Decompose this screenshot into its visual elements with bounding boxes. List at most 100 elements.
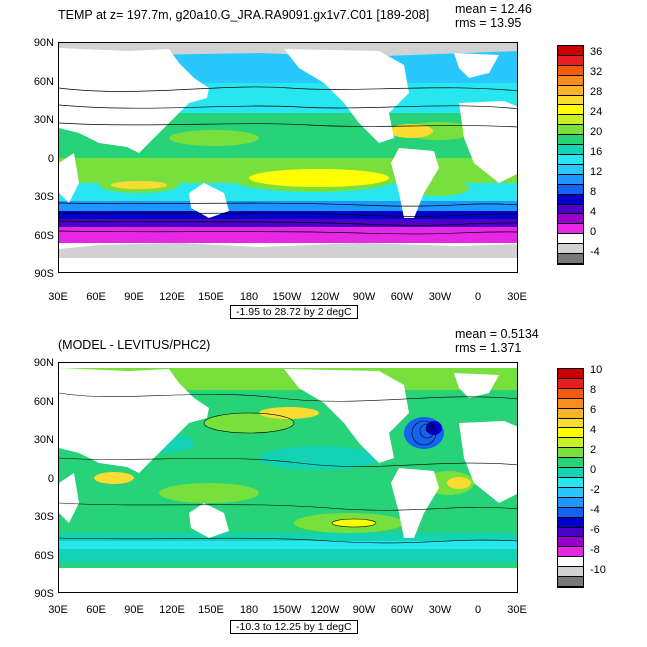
colorbar-segment [558,507,583,518]
colorbar-segment [558,458,583,469]
lon-label: 30E [48,604,68,616]
difference-panel: (MODEL - LEVITUS/PHC2) mean = 0.5134 rms… [0,320,647,647]
colorbar-segment [558,214,583,225]
lon-label: 120E [159,604,185,616]
colorbar-segment [558,418,583,429]
colorbar-label: 28 [590,86,603,98]
mean-stat: mean = 12.46 rms = 13.95 [455,2,532,30]
colorbar-segment [558,65,583,76]
colorbar-segment [558,154,583,165]
lon-label: 120W [310,604,340,616]
colorbar-segment [558,428,583,439]
colorbar-label: 24 [590,106,603,118]
lon-label: 90W [352,291,376,303]
difference-map [58,362,518,593]
lon-label: 60E [86,604,106,616]
colorbar-label: 8 [590,384,597,396]
colorbar-segment [558,224,583,235]
lon-label: 30E [507,291,527,303]
lat-label: 0 [47,473,54,485]
colorbar-segment [558,577,583,587]
colorbar-segment [558,438,583,449]
colorbar-segment [558,547,583,558]
lon-label: 30E [48,291,68,303]
contour-range-box: -10.3 to 12.25 by 1 degC [230,620,358,634]
mean-value: mean = 12.46 [455,2,532,16]
lon-label: 150E [198,291,224,303]
lon-label: 0 [474,604,482,616]
colorbar-segment [558,135,583,146]
lon-label: 30W [428,291,452,303]
lat-label: 60S [34,550,54,562]
colorbar-segment [558,497,583,508]
colorbar-segment [558,567,583,578]
colorbar-label: 0 [590,226,597,238]
colorbar-segment [558,105,583,116]
colorbar-label: -10 [590,564,606,576]
colorbar-label: -8 [590,544,600,556]
colorbar-segment [558,369,583,379]
lat-label: 30N [33,434,54,446]
panel-title: TEMP at z= 197.7m, g20a10.G_JRA.RA9091.g… [58,8,430,22]
lat-label: 90S [34,588,54,600]
lon-label: 90E [124,291,144,303]
colorbar-segment [558,378,583,389]
lon-label: 60E [86,291,106,303]
colorbar-label: 12 [590,166,603,178]
colorbar-label: 4 [590,424,597,436]
lat-label: 30N [33,114,54,126]
colorbar-segment [558,164,583,175]
lon-label: 30W [428,604,452,616]
lon-label: 150W [272,291,302,303]
colorbar-segment [558,468,583,478]
lon-label: 180 [239,604,259,616]
colorbar-segment [558,557,583,568]
lon-label: 60W [390,291,414,303]
lat-label: 30S [34,511,54,523]
lat-label: 90S [34,268,54,280]
colorbar-label: 0 [590,464,597,476]
lon-label: 120W [310,291,340,303]
colorbar-segment [558,95,583,106]
mean-value: mean = 0.5134 [455,327,539,341]
colorbar-segment [558,115,583,126]
colorbar-segment [558,85,583,96]
mean-stat: mean = 0.5134 rms = 1.371 [455,327,539,355]
lat-label: 60N [33,76,54,88]
colorbar-segment [558,55,583,66]
colorbar-segment [558,254,583,264]
rms-value: rms = 13.95 [455,16,522,30]
colorbar-label: 6 [590,404,597,416]
lat-label: 90N [33,37,54,49]
lon-label: 30E [507,604,527,616]
colorbar-label: 32 [590,66,603,78]
colorbar-segment [558,517,583,528]
colorbar-segment [558,448,583,459]
lon-label: 90W [352,604,376,616]
lat-label: 60S [34,230,54,242]
colorbar-label: 8 [590,186,597,198]
colorbar-segment [558,204,583,215]
contour-range-box: -1.95 to 28.72 by 2 degC [230,305,358,319]
colorbar-label: 20 [590,126,603,138]
colorbar-segment [558,194,583,205]
lon-label: 150W [272,604,302,616]
colorbar-segment [558,46,583,56]
lat-label: 0 [47,153,54,165]
colorbar-segment [558,487,583,498]
colorbar-segment [558,125,583,136]
colorbar-segment [558,234,583,245]
colorbar-segment [558,537,583,548]
colorbar-label: -4 [590,504,600,516]
rms-value: rms = 1.371 [455,341,522,355]
colorbar-label: -4 [590,246,600,258]
lat-label: 30S [34,191,54,203]
lon-label: 90E [124,604,144,616]
colorbar-segment [558,408,583,419]
colorbar-label: 36 [590,46,603,58]
colorbar-segment [558,75,583,86]
panel-title: (MODEL - LEVITUS/PHC2) [58,338,211,352]
colorbar-segment [558,174,583,185]
colorbar-segment [558,145,583,155]
colorbar-label: 4 [590,206,597,218]
